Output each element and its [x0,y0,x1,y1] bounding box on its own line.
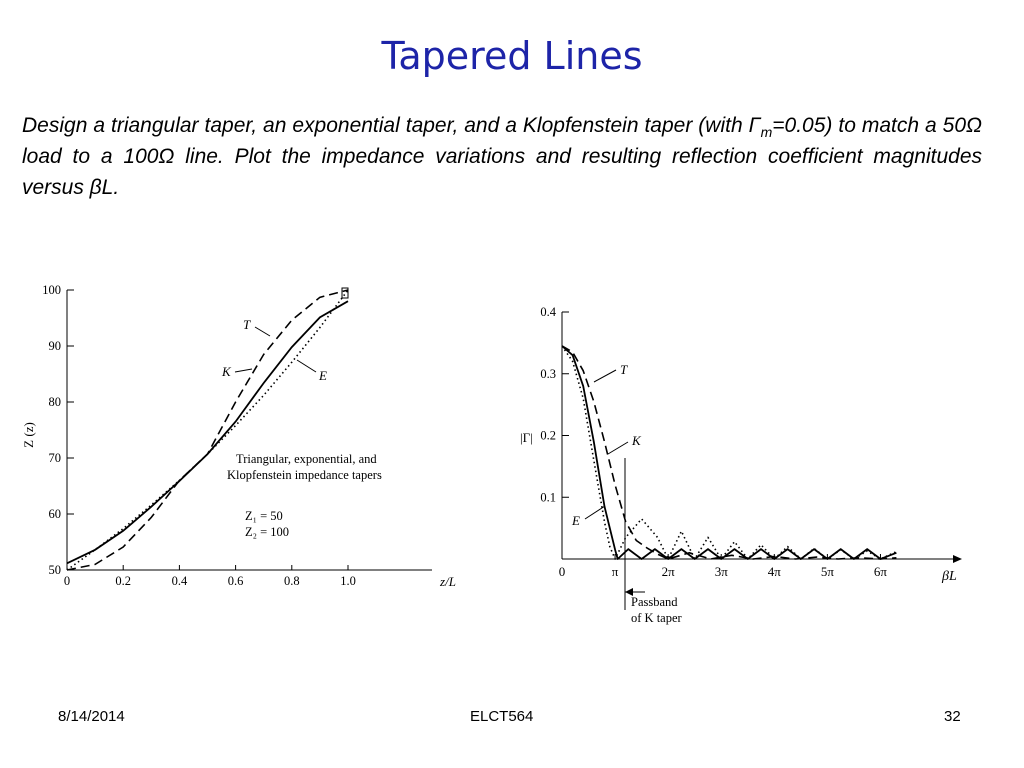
right-y-tick-label: 0.1 [540,490,556,504]
right-x-tick-label: 3π [715,564,729,579]
left-series-k-line [66,300,349,565]
left-x-tick-label: 0.8 [284,574,300,588]
left-series [66,289,349,571]
right-x-axis-arrowhead [953,555,962,563]
right-axes: 0 π 2π 3π 4π 5π 6π 0.1 0.2 0.3 0.4 [540,305,962,579]
left-y-axis-label: Z (z) [21,422,36,448]
right-x-tick-label: 4π [768,564,782,579]
right-x-tick-label: 6π [874,564,888,579]
left-endpoint-marker [341,287,349,299]
right-x-tick-label: 5π [821,564,835,579]
right-series-k-line [561,345,897,560]
left-x-tick-label: 0.4 [172,574,188,588]
left-annotation-line-1: Triangular, exponential, and [236,452,377,466]
right-label-e: E [571,513,580,528]
right-series-t-line [561,345,897,560]
left-x-axis-label: z/L [439,574,456,589]
right-pointer-e [584,505,606,520]
left-pointer-k [234,368,253,373]
footer-course: ELCT564 [470,708,534,725]
left-y-tick-label: 80 [49,395,62,409]
left-annotation-line-2: Klopfenstein impedance tapers [227,468,382,482]
slide-title: Tapered Lines [381,34,643,78]
left-param-z2: Z₂ = 100 [245,525,289,539]
right-y-tick-label: 0.4 [540,305,556,319]
right-x-tick-label: π [612,564,619,579]
left-param-z1: Z₁ = 50 [245,509,283,523]
passband-label-line-1: Passband [631,595,678,609]
right-x-tick-label: 0 [559,564,566,579]
reflection-coefficient-chart: 0 π 2π 3π 4π 5π 6π 0.1 0.2 0.3 0.4 |Γ| βL T K E Pa… [520,305,962,625]
left-y-tick-label: 60 [49,507,62,521]
right-series [561,345,897,560]
left-label-t: T [243,317,251,332]
right-label-k: K [631,433,642,448]
left-label-k: K [221,364,232,379]
statement-part-2: =0.05) to match a 50Ω load to a 100Ω lin… [22,114,982,199]
footer-page-number: 32 [944,708,961,725]
passband-arrowhead [625,588,633,596]
left-label-e: E [318,368,327,383]
right-x-tick-label: 2π [662,564,676,579]
right-label-t: T [620,362,628,377]
left-y-tick-label: 100 [42,283,61,297]
left-y-tick-label: 50 [49,563,62,577]
left-pointer-e [296,359,317,373]
right-y-tick-label: 0.3 [540,367,556,381]
right-series-e-line [561,345,897,560]
statement-subscript: m [760,124,773,141]
left-pointer-t [254,326,271,337]
right-x-axis-label: βL [941,569,957,584]
left-x-tick-label: 0 [64,574,70,588]
statement-part-1: Design a triangular taper, an exponentia… [22,114,761,137]
left-y-tick-label: 70 [49,451,62,465]
left-x-tick-label: 1.0 [340,574,356,588]
left-x-tick-label: 0.6 [228,574,244,588]
left-axes: 0 0.2 0.4 0.6 0.8 1.0 50 60 70 80 90 100 [42,283,432,588]
problem-statement: Design a triangular taper, an exponentia… [22,110,982,203]
footer-date: 8/14/2014 [58,708,125,725]
right-y-tick-label: 0.2 [540,429,556,443]
passband-label-line-2: of K taper [631,611,683,625]
left-x-tick-label: 0.2 [115,574,131,588]
left-y-tick-label: 90 [49,339,62,353]
right-pointer-k [607,441,629,455]
right-pointer-t [593,369,617,383]
right-y-axis-label: |Γ| [520,430,533,445]
